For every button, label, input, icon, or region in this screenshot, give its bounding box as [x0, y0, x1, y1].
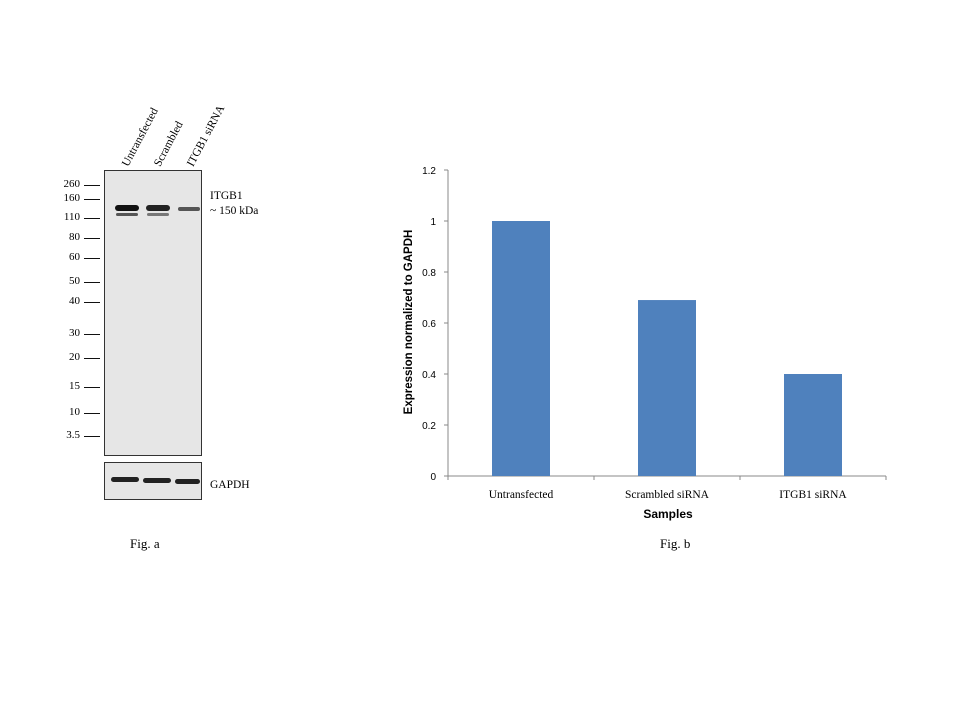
- lane-label-itgb1-sirna: ITGB1 siRNA: [185, 103, 228, 169]
- marker-tick: [84, 282, 100, 283]
- y-axis-title: Expression normalized to GAPDH: [403, 230, 415, 415]
- marker-label: 50: [69, 275, 80, 287]
- marker-tick: [84, 436, 100, 437]
- x-tick-label: ITGB1 siRNA: [779, 489, 847, 501]
- band-gapdh-itgb1-sirna: [175, 479, 200, 484]
- target-protein-label: ITGB1: [210, 190, 243, 202]
- target-size-label: ~ 150 kDa: [210, 205, 259, 217]
- marker-label: 80: [69, 231, 80, 243]
- marker-label: 15: [69, 380, 80, 392]
- y-tick-label: 1: [430, 217, 436, 228]
- marker-label: 110: [63, 211, 80, 223]
- fig-b-caption: Fig. b: [660, 536, 691, 551]
- y-tick-label: 0.8: [422, 268, 436, 279]
- y-tick-label: 0.4: [422, 370, 436, 381]
- lane-label-scrambled: Scrambled: [152, 119, 186, 169]
- western-blot-figure: Untransfected Scrambled ITGB1 siRNA 260 1…: [0, 0, 400, 720]
- marker-tick: [84, 185, 100, 186]
- chart-tick-labels: 0 0.2 0.4 0.6 0.8 1 1.2 Untransfected Scrambled …: [422, 166, 847, 501]
- band-lower-untransfected: [116, 213, 138, 216]
- y-tick-label: 0.2: [422, 421, 436, 432]
- marker-label: 160: [63, 192, 81, 204]
- marker-tick: [84, 387, 100, 388]
- y-tick-label: 0: [430, 472, 436, 483]
- marker-tick: [84, 413, 100, 414]
- marker-label: 260: [63, 178, 81, 190]
- bar-1: [492, 221, 550, 476]
- marker-label: 3.5: [66, 429, 80, 441]
- marker-label: 20: [69, 351, 80, 363]
- marker-tick: [84, 258, 100, 259]
- bar-chart: 0 0.2 0.4 0.6 0.8 1 1.2 Untransfected Scrambled …: [403, 166, 887, 521]
- blot-membrane-itgb1: [104, 170, 202, 456]
- marker-label: 40: [69, 295, 80, 307]
- marker-tick: [84, 302, 100, 303]
- bar-3: [784, 374, 842, 476]
- band-scrambled: [146, 205, 170, 211]
- y-tick-label: 1.2: [422, 166, 436, 177]
- band-lower-scrambled: [147, 213, 169, 216]
- x-tick-label: Untransfected: [489, 489, 554, 501]
- x-axis-title: Samples: [643, 507, 693, 521]
- fig-a-caption: Fig. a: [130, 536, 160, 551]
- marker-tick: [84, 218, 100, 219]
- x-tick-label: Scrambled siRNA: [625, 489, 710, 501]
- marker-label: 10: [69, 406, 80, 418]
- band-untransfected: [115, 205, 139, 211]
- marker-tick: [84, 199, 100, 200]
- band-gapdh-untransfected: [111, 477, 139, 482]
- bar-2: [638, 300, 696, 476]
- band-gapdh-scrambled: [143, 478, 171, 483]
- marker-tick: [84, 358, 100, 359]
- band-itgb1-sirna: [178, 207, 200, 211]
- blot-membrane-gapdh: [104, 462, 202, 500]
- chart-bars: [492, 221, 842, 476]
- marker-tick: [84, 334, 100, 335]
- loading-control-label: GAPDH: [210, 479, 250, 491]
- marker-label: 30: [69, 327, 80, 339]
- y-tick-label: 0.6: [422, 319, 436, 330]
- marker-label: 60: [69, 251, 80, 263]
- marker-tick: [84, 238, 100, 239]
